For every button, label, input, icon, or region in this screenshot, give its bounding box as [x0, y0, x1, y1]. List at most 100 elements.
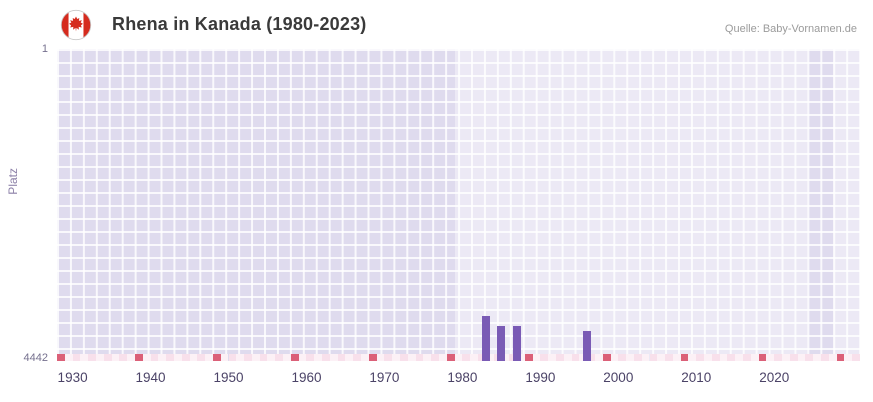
strip-cell	[672, 354, 681, 361]
strip-cell	[805, 354, 814, 361]
y-tick-top: 1	[41, 43, 48, 55]
y-tick-bottom: 4442	[23, 352, 48, 364]
strip-cell	[259, 354, 268, 361]
strip-cell	[189, 354, 198, 361]
strip-cell	[719, 354, 728, 361]
strip-cell	[797, 354, 806, 361]
strip-cell	[415, 354, 424, 361]
strip-cell	[766, 354, 775, 361]
strip-cell	[633, 354, 642, 361]
strip-cell	[688, 354, 697, 361]
strip-cell	[80, 354, 89, 361]
strip-cell	[532, 354, 541, 361]
strip-cell	[813, 354, 821, 361]
strip-cell	[462, 354, 471, 361]
x-tick-label-1990: 1990	[525, 370, 556, 385]
x-tick-label-1970: 1970	[369, 370, 400, 385]
canada-flag-icon	[60, 9, 92, 41]
strip-cell	[228, 354, 237, 361]
strip-cell	[329, 354, 338, 361]
strip-cell	[540, 354, 549, 361]
strip-decade-marker	[680, 354, 689, 361]
strip-cell	[306, 354, 315, 361]
strip-decade-marker	[836, 354, 845, 361]
strip-cell	[298, 354, 307, 361]
x-axis: 1930 1940 1950 1960 1970 1980 1990 2000 2010 2020	[57, 370, 860, 390]
strip-cell	[774, 354, 783, 361]
strip-cell	[431, 354, 439, 361]
strip-cell	[275, 354, 284, 361]
strip-cell	[322, 354, 330, 361]
strip-decade-marker	[134, 354, 143, 361]
strip-cell	[594, 354, 603, 361]
strip-cell	[166, 354, 174, 361]
strip-cell	[345, 354, 354, 361]
strip-cell	[470, 354, 478, 361]
x-tick-label-1960: 1960	[291, 370, 322, 385]
strip-cell	[205, 354, 213, 361]
x-tick-label-1980: 1980	[447, 370, 478, 385]
strip-decade-marker	[368, 354, 377, 361]
strip-cell	[150, 354, 159, 361]
strip-cell	[657, 354, 666, 361]
strip-cell	[743, 354, 751, 361]
strip-cell	[563, 354, 572, 361]
strip-decade-marker	[524, 354, 533, 361]
strip-cell	[626, 354, 634, 361]
strip-cell	[852, 354, 860, 361]
strip-cell	[649, 354, 658, 361]
strip-cell	[727, 354, 736, 361]
rank-bar-1985	[497, 326, 506, 361]
strip-decade-marker	[212, 354, 221, 361]
bottom-strip	[57, 49, 860, 361]
strip-cell	[267, 354, 276, 361]
strip-cell	[95, 354, 104, 361]
x-tick-label-2000: 2000	[603, 370, 634, 385]
x-tick-label-2010: 2010	[681, 370, 712, 385]
strip-decade-marker	[758, 354, 767, 361]
strip-cell	[641, 354, 650, 361]
strip-cell	[142, 354, 151, 361]
strip-cell	[244, 354, 252, 361]
strip-cell	[665, 354, 673, 361]
strip-cell	[337, 354, 346, 361]
grid-lines	[57, 49, 860, 361]
strip-decade-marker	[290, 354, 299, 361]
x-tick-label-1940: 1940	[135, 370, 166, 385]
strip-cell	[828, 354, 837, 361]
strip-cell	[220, 354, 229, 361]
strip-cell	[236, 354, 245, 361]
strip-cell	[571, 354, 580, 361]
x-tick-label-2020: 2020	[759, 370, 790, 385]
strip-cell	[400, 354, 408, 361]
strip-cell	[423, 354, 432, 361]
strip-cell	[548, 354, 556, 361]
strip-cell	[384, 354, 393, 361]
strip-cell	[361, 354, 369, 361]
strip-cell	[173, 354, 182, 361]
strip-cell	[618, 354, 627, 361]
bars-layer	[57, 49, 860, 361]
strip-cell	[407, 354, 416, 361]
strip-cell	[72, 354, 81, 361]
strip-decade-marker	[446, 354, 455, 361]
strip-cell	[158, 354, 167, 361]
rank-bar-1987	[512, 326, 521, 361]
strip-cell	[127, 354, 135, 361]
strip-cell	[454, 354, 463, 361]
strip-cell	[696, 354, 705, 361]
strip-cell	[88, 354, 96, 361]
y-axis-title: Platz	[6, 168, 20, 195]
page-title: Rhena in Kanada (1980-2023)	[112, 14, 367, 34]
strip-cell	[283, 354, 291, 361]
strip-cell	[314, 354, 323, 361]
rank-bar-1996	[583, 330, 592, 361]
strip-cell	[181, 354, 190, 361]
strip-cell	[251, 354, 260, 361]
strip-cell	[439, 354, 447, 361]
strip-cell	[64, 354, 73, 361]
strip-cell	[704, 354, 712, 361]
strip-cell	[844, 354, 853, 361]
source-label: Quelle: Baby-Vornamen.de	[724, 23, 857, 35]
strip-cell	[735, 354, 744, 361]
